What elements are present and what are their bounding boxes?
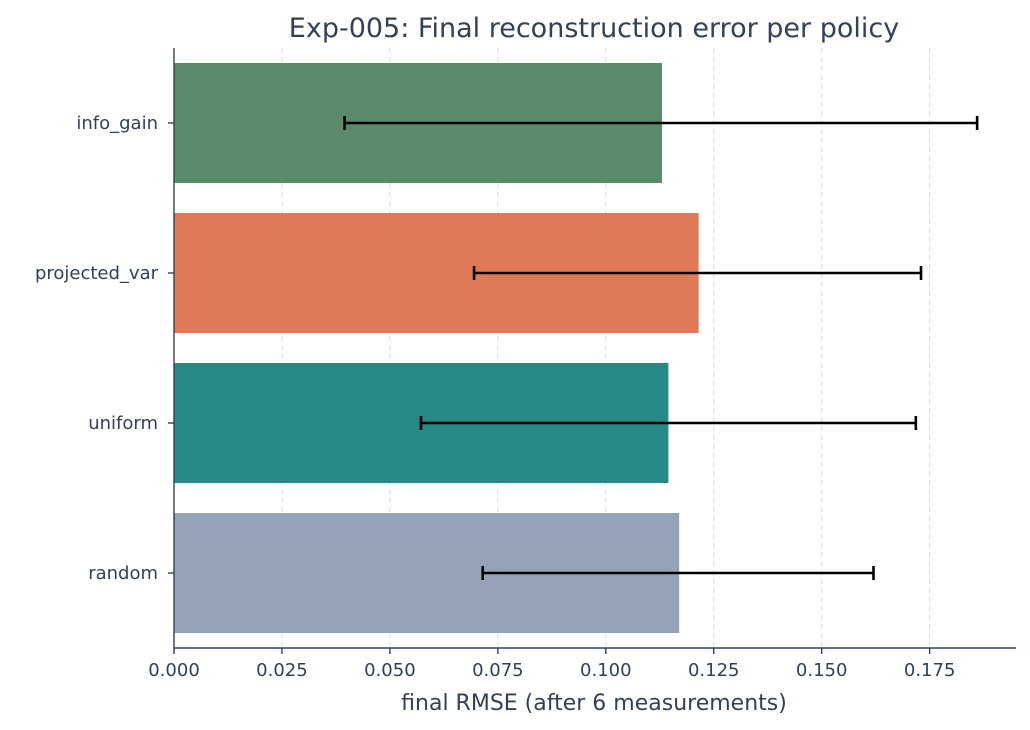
x-tick-label: 0.100 [580,660,632,681]
x-tick-label: 0.175 [904,660,956,681]
bars [174,63,699,633]
x-axis-label: final RMSE (after 6 measurements) [401,691,787,716]
x-tick-label: 0.025 [256,660,308,681]
y-tick-label: info_gain [76,113,158,134]
x-ticks: 0.000 0.025 0.050 0.075 0.100 0.125 0.150 0.175 [148,648,955,681]
y-tick-label: random [88,563,158,584]
x-tick-label: 0.000 [148,660,200,681]
chart-title: Exp-005: Final reconstruction error per … [289,13,899,44]
x-tick-label: 0.150 [796,660,848,681]
x-tick-label: 0.050 [364,660,416,681]
x-tick-label: 0.075 [472,660,524,681]
x-tick-label: 0.125 [688,660,740,681]
y-tick-label: projected_var [35,263,159,284]
y-tick-label: uniform [88,413,158,434]
error-bars [343,116,979,580]
